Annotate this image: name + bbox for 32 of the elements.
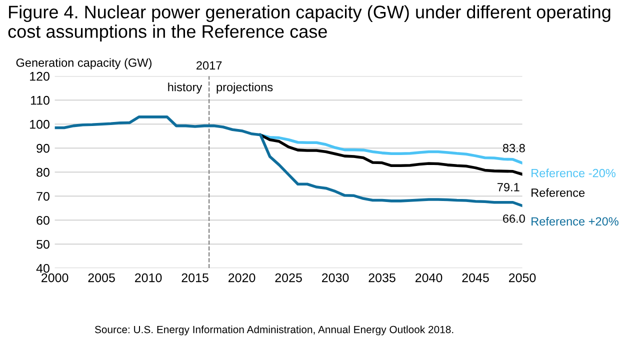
y-tick-label: 70 <box>36 192 50 201</box>
x-tick-label: 2000 <box>42 273 68 282</box>
data-label: 83.8 <box>502 144 525 152</box>
y-tick-label: 80 <box>36 168 50 177</box>
x-tick-label: 2025 <box>275 273 302 282</box>
data-label: 66.0 <box>503 214 525 223</box>
annotation: projections <box>216 82 273 94</box>
series-label: Reference +20% <box>532 216 618 226</box>
series-label: Reference <box>532 188 585 197</box>
x-tick-label: 2005 <box>88 273 115 282</box>
x-tick-label: 2010 <box>135 273 162 282</box>
x-tick-label: 2035 <box>368 273 396 282</box>
chart-title: Figure 4. Nuclear power generation capacity (GW) under different operating cost assumptions in the Reference case <box>8 5 610 42</box>
ref-line-label: 2017 <box>196 61 222 70</box>
y-tick-label: 110 <box>30 96 50 105</box>
x-tick-label: 2040 <box>416 273 442 282</box>
x-tick-label: 2050 <box>508 273 536 282</box>
source-note: Source: U.S. Energy Information Administration, Annual Energy Outlook 2018. <box>94 326 454 336</box>
series-label: Reference -20% <box>532 168 616 178</box>
y-tick-label: 40 <box>36 264 50 273</box>
y-tick-label: 100 <box>30 120 50 129</box>
y-tick-label: 90 <box>36 144 50 153</box>
annotation: history <box>168 82 202 94</box>
y-tick-label: 50 <box>36 240 50 249</box>
y-tick-label: 120 <box>30 72 50 81</box>
x-tick-label: 2030 <box>322 273 349 282</box>
y-axis-title: Generation capacity (GW) <box>16 58 152 70</box>
x-tick-label: 2045 <box>462 273 489 282</box>
x-tick-label: 2020 <box>228 273 256 282</box>
data-label: 79.1 <box>498 182 520 192</box>
y-tick-label: 60 <box>36 216 50 225</box>
x-tick-label: 2015 <box>182 273 208 282</box>
